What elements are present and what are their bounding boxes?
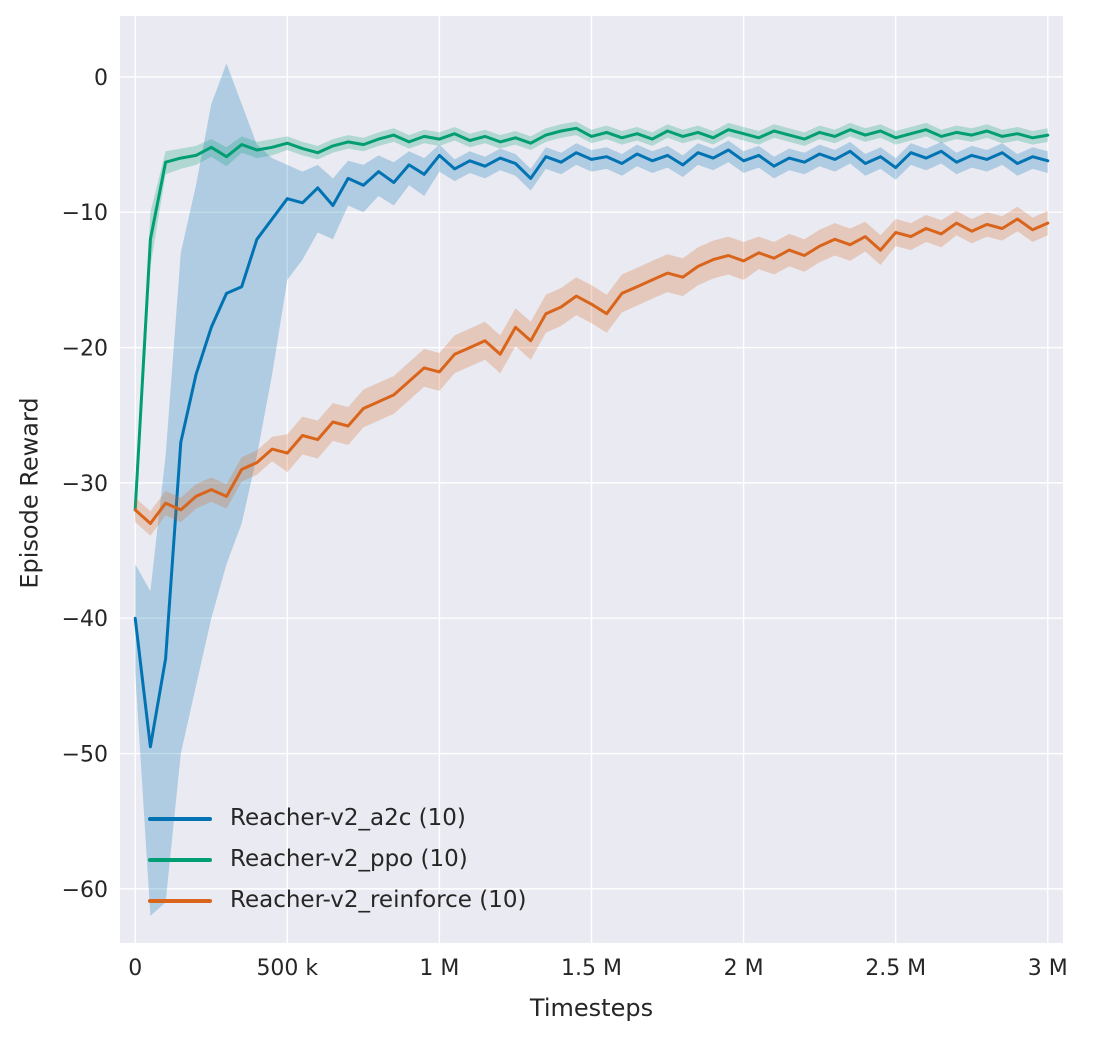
x-tick-label: 1.5 M xyxy=(561,956,622,981)
x-axis-label: Timesteps xyxy=(529,994,654,1022)
legend-label-ppo: Reacher-v2_ppo (10) xyxy=(230,846,468,872)
y-tick-label: −10 xyxy=(62,201,108,226)
x-tick-label: 3 M xyxy=(1028,956,1068,981)
confidence-band-2 xyxy=(135,206,1048,536)
confidence-band-1 xyxy=(135,121,1048,524)
tick-labels: 0 500 k 1 M 1.5 M 2 M 2.5 M 3 M 0 −10 −20 −30 −40 −5… xyxy=(62,66,1068,981)
y-tick-label: 0 xyxy=(94,66,108,91)
legend-line-swatch-a2c xyxy=(148,816,212,821)
y-tick-label: −20 xyxy=(62,337,108,362)
x-tick-label: 2 M xyxy=(724,956,764,981)
legend-line-swatch-ppo xyxy=(148,857,212,862)
legend-line-swatch-reinforce xyxy=(148,898,212,903)
series-line-1 xyxy=(133,126,1050,512)
y-tick-label: −50 xyxy=(62,743,108,768)
y-tick-label: −40 xyxy=(62,607,108,632)
legend-label-a2c: Reacher-v2_a2c (10) xyxy=(230,805,466,831)
series-line-2 xyxy=(133,217,1050,525)
legend-label-reinforce: Reacher-v2_reinforce (10) xyxy=(230,887,527,913)
legend-item-a2c: Reacher-v2_a2c (10) xyxy=(148,804,526,833)
legend-item-reinforce: Reacher-v2_reinforce (10) xyxy=(148,886,526,915)
legend-item-ppo: Reacher-v2_ppo (10) xyxy=(148,845,526,874)
confidence-band-0 xyxy=(135,63,1048,916)
x-tick-label: 500 k xyxy=(256,956,318,981)
legend: Reacher-v2_a2c (10) Reacher-v2_ppo (10) … xyxy=(148,804,526,915)
y-tick-label: −30 xyxy=(62,472,108,497)
y-tick-label: −60 xyxy=(62,878,108,903)
y-axis-label: Episode Reward xyxy=(15,397,44,589)
series-line-0 xyxy=(133,148,1050,749)
x-tick-label: 1 M xyxy=(419,956,459,981)
x-tick-label: 0 xyxy=(128,956,142,981)
x-tick-label: 2.5 M xyxy=(865,956,926,981)
